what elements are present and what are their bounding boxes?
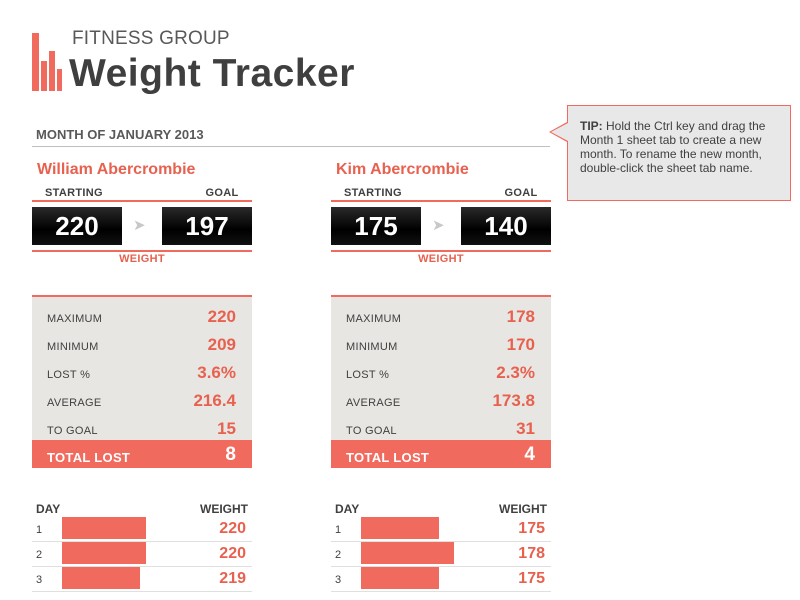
stat-label: LOST %	[47, 369, 91, 381]
tip-pointer-fill	[551, 123, 568, 141]
day-weight[interactable]: 219	[219, 570, 246, 587]
goal-label: GOAL	[504, 187, 538, 199]
weight-column-header: WEIGHT	[499, 502, 547, 516]
weight-bar	[62, 567, 140, 589]
stat-label: TO GOAL	[346, 425, 397, 437]
stats-table: MAXIMUM 178 MINIMUM 170 LOST % 2.3% AVER…	[331, 295, 551, 468]
stat-value[interactable]: 209	[207, 335, 236, 354]
stat-row-average: AVERAGE 173.8	[331, 381, 551, 410]
weight-bar	[361, 567, 439, 589]
stat-row-lost-pct: LOST % 2.3%	[331, 353, 551, 382]
stat-label: MINIMUM	[47, 341, 99, 353]
stat-row-to-goal: TO GOAL 31	[331, 409, 551, 438]
goal-label: GOAL	[205, 187, 239, 199]
day-weight[interactable]: 220	[219, 520, 246, 537]
weight-top-rule	[331, 200, 551, 202]
table-row[interactable]: 1 220	[32, 516, 252, 542]
total-lost-label: TOTAL LOST	[47, 450, 131, 465]
stat-value[interactable]: 3.6%	[197, 363, 236, 382]
stat-value[interactable]: 2.3%	[496, 363, 535, 382]
person-panel-2: Kim Abercrombie STARTING GOAL 175 ➤ 140 …	[331, 0, 551, 600]
day-number: 1	[335, 524, 342, 536]
tip-label: TIP:	[580, 119, 603, 133]
person-name[interactable]: Kim Abercrombie	[336, 161, 469, 178]
stat-value[interactable]: 220	[207, 307, 236, 326]
stat-row-to-goal: TO GOAL 15	[32, 409, 252, 438]
day-number: 3	[36, 574, 43, 586]
day-weight[interactable]: 178	[518, 545, 545, 562]
right-arrow-icon: ➤	[432, 217, 445, 234]
table-row[interactable]: 2 220	[32, 541, 252, 567]
stat-row-lost-pct: LOST % 3.6%	[32, 353, 252, 382]
table-row[interactable]: 2 178	[331, 541, 551, 567]
weight-top-rule	[32, 200, 252, 202]
stats-table: MAXIMUM 220 MINIMUM 209 LOST % 3.6% AVER…	[32, 295, 252, 468]
stat-value[interactable]: 31	[516, 419, 535, 438]
brand-name: FITNESS GROUP	[72, 28, 230, 49]
stat-row-maximum: MAXIMUM 220	[32, 297, 252, 326]
day-weight[interactable]: 175	[518, 570, 545, 587]
stat-label: MINIMUM	[346, 341, 398, 353]
person-name[interactable]: William Abercrombie	[37, 161, 196, 178]
stat-label: MAXIMUM	[346, 313, 402, 325]
stat-value[interactable]: 15	[217, 419, 236, 438]
right-arrow-icon: ➤	[133, 217, 146, 234]
starting-weight-box[interactable]: 220	[32, 207, 122, 245]
starting-label: STARTING	[344, 187, 402, 199]
starting-label: STARTING	[45, 187, 103, 199]
stat-label: TO GOAL	[47, 425, 98, 437]
tip-text: Hold the Ctrl key and drag the Month 1 s…	[580, 119, 766, 175]
month-label[interactable]: MONTH OF JANUARY 2013	[36, 127, 204, 142]
day-number: 1	[36, 524, 43, 536]
total-lost-row: TOTAL LOST 8	[32, 440, 252, 468]
day-number: 2	[335, 549, 342, 561]
total-lost-value[interactable]: 4	[524, 444, 535, 465]
stat-row-average: AVERAGE 216.4	[32, 381, 252, 410]
day-column-header: DAY	[335, 502, 360, 516]
stat-value[interactable]: 170	[506, 335, 535, 354]
stat-label: MAXIMUM	[47, 313, 103, 325]
stat-row-minimum: MINIMUM 209	[32, 325, 252, 354]
total-lost-value[interactable]: 8	[225, 444, 236, 465]
stat-value[interactable]: 173.8	[492, 391, 535, 410]
stat-label: AVERAGE	[346, 397, 401, 409]
day-number: 3	[335, 574, 342, 586]
goal-weight-box[interactable]: 140	[461, 207, 551, 245]
weight-bottom-rule	[331, 250, 551, 252]
table-row[interactable]: 3 219	[32, 566, 252, 592]
weight-bar	[62, 517, 146, 539]
stat-label: LOST %	[346, 369, 390, 381]
weight-caption: WEIGHT	[418, 253, 464, 265]
weight-bottom-rule	[32, 250, 252, 252]
day-weight[interactable]: 175	[518, 520, 545, 537]
month-divider	[32, 146, 550, 147]
weight-caption: WEIGHT	[119, 253, 165, 265]
weight-column-header: WEIGHT	[200, 502, 248, 516]
weight-bar	[361, 542, 454, 564]
day-number: 2	[36, 549, 43, 561]
person-panel-1: William Abercrombie STARTING GOAL 220 ➤ …	[32, 0, 252, 600]
stat-row-maximum: MAXIMUM 178	[331, 297, 551, 326]
bar-chart-logo-icon	[32, 33, 62, 91]
day-column-header: DAY	[36, 502, 61, 516]
weight-bar	[361, 517, 439, 539]
stat-value[interactable]: 178	[506, 307, 535, 326]
stat-label: AVERAGE	[47, 397, 102, 409]
tip-callout: TIP: Hold the Ctrl key and drag the Mont…	[567, 105, 791, 201]
weight-bar	[62, 542, 146, 564]
table-row[interactable]: 1 175	[331, 516, 551, 542]
stat-value[interactable]: 216.4	[193, 391, 236, 410]
starting-weight-box[interactable]: 175	[331, 207, 421, 245]
table-row[interactable]: 3 175	[331, 566, 551, 592]
stat-row-minimum: MINIMUM 170	[331, 325, 551, 354]
page-title: Weight Tracker	[69, 52, 355, 95]
total-lost-row: TOTAL LOST 4	[331, 440, 551, 468]
total-lost-label: TOTAL LOST	[346, 450, 430, 465]
day-weight[interactable]: 220	[219, 545, 246, 562]
goal-weight-box[interactable]: 197	[162, 207, 252, 245]
